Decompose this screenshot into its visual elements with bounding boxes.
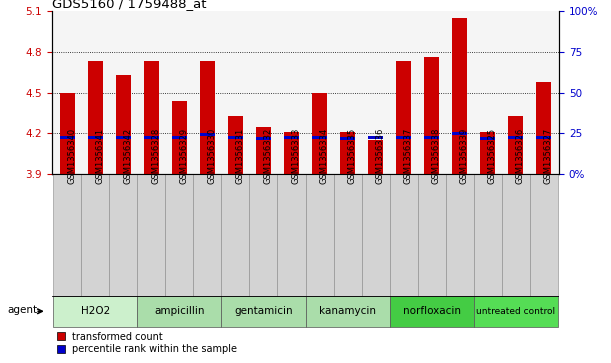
Text: GSM1356325: GSM1356325 [488, 128, 497, 184]
Bar [284, 136, 299, 139]
Text: norfloxacin: norfloxacin [403, 306, 461, 316]
Text: GSM1356333: GSM1356333 [291, 127, 301, 184]
Bar [87, 61, 103, 174]
Text: kanamycin: kanamycin [319, 306, 376, 316]
Text: gentamicin: gentamicin [234, 306, 293, 316]
Text: GSM1356329: GSM1356329 [180, 128, 188, 184]
Text: GDS5160 / 1759488_at: GDS5160 / 1759488_at [52, 0, 207, 10]
Text: GSM1356332: GSM1356332 [263, 128, 273, 184]
Bar [474, 174, 502, 296]
Bar [284, 132, 299, 174]
Text: GSM1356339: GSM1356339 [459, 128, 469, 184]
Bar [368, 140, 383, 174]
Bar [115, 136, 131, 139]
Text: GSM1356341: GSM1356341 [95, 128, 104, 184]
Bar [334, 174, 362, 296]
Bar [221, 174, 249, 296]
Bar [144, 136, 159, 139]
Bar [109, 174, 137, 296]
Bar [256, 137, 271, 140]
Bar [194, 174, 221, 296]
Text: H2O2: H2O2 [81, 306, 110, 316]
Text: GSM1356340: GSM1356340 [67, 128, 76, 184]
Bar [530, 174, 558, 296]
Bar [166, 174, 194, 296]
Bar [452, 132, 467, 135]
Bar [445, 174, 474, 296]
Bar [424, 136, 439, 139]
Bar [144, 61, 159, 174]
Text: GSM1356330: GSM1356330 [208, 128, 216, 184]
Bar [172, 136, 187, 139]
Bar [480, 137, 496, 140]
Bar [87, 136, 103, 139]
Text: untreated control: untreated control [476, 307, 555, 316]
Text: GSM1356326: GSM1356326 [516, 128, 525, 184]
Bar [312, 136, 327, 139]
Bar [536, 82, 551, 174]
Bar [228, 136, 243, 139]
Bar [60, 136, 75, 139]
Bar [452, 18, 467, 174]
Bar [137, 174, 166, 296]
Bar [480, 132, 496, 174]
Bar [277, 174, 306, 296]
Bar [508, 136, 524, 139]
Text: GSM1356337: GSM1356337 [403, 127, 412, 184]
Bar [81, 174, 109, 296]
Bar [53, 174, 81, 296]
Bar [249, 174, 277, 296]
Bar [172, 101, 187, 174]
Legend: transformed count, percentile rank within the sample: transformed count, percentile rank withi… [57, 331, 237, 355]
Bar [474, 296, 558, 327]
Text: agent: agent [8, 305, 38, 315]
Text: GSM1356327: GSM1356327 [544, 128, 553, 184]
Bar [256, 127, 271, 174]
Bar [306, 174, 334, 296]
Bar [424, 57, 439, 174]
Bar [390, 296, 474, 327]
Text: GSM1356328: GSM1356328 [152, 128, 161, 184]
Bar [306, 296, 390, 327]
Bar [312, 93, 327, 174]
Bar [60, 93, 75, 174]
Bar [221, 296, 306, 327]
Bar [53, 296, 137, 327]
Bar [200, 133, 215, 136]
Text: GSM1356334: GSM1356334 [320, 128, 329, 184]
Bar [417, 174, 445, 296]
Bar [502, 174, 530, 296]
Bar [362, 174, 390, 296]
Bar [228, 116, 243, 174]
Bar [508, 116, 524, 174]
Text: GSM1356342: GSM1356342 [123, 128, 133, 184]
Bar [115, 75, 131, 174]
Bar [200, 61, 215, 174]
Text: GSM1356338: GSM1356338 [431, 127, 441, 184]
Bar [396, 61, 411, 174]
Bar [340, 137, 355, 140]
Text: GSM1356336: GSM1356336 [376, 127, 384, 184]
Text: GSM1356335: GSM1356335 [348, 128, 357, 184]
Bar [390, 174, 417, 296]
Bar [368, 136, 383, 139]
Bar [536, 136, 551, 139]
Bar [340, 132, 355, 174]
Text: ampicillin: ampicillin [154, 306, 205, 316]
Bar [396, 136, 411, 139]
Bar [137, 296, 221, 327]
Text: GSM1356331: GSM1356331 [235, 128, 244, 184]
